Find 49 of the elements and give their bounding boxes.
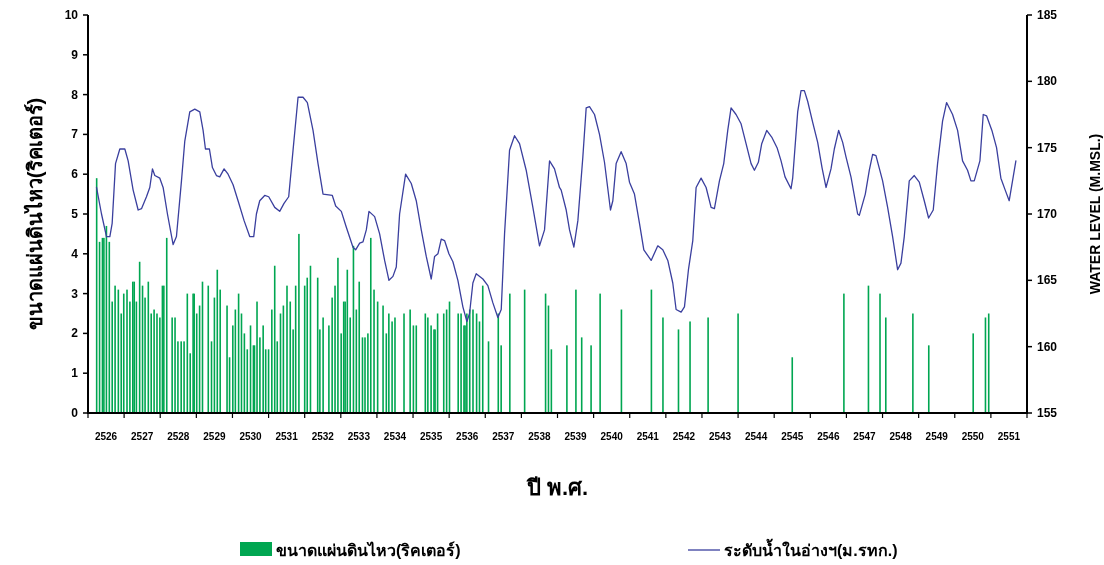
- y-tick-label: 9: [71, 47, 79, 62]
- x-tick-label: 2526: [94, 431, 118, 442]
- x-tick-label: 2551: [997, 431, 1021, 442]
- y2-tick-label: 165: [1037, 273, 1058, 288]
- y2-tick-label: 160: [1037, 339, 1058, 354]
- y-tick-label: 2: [71, 326, 79, 341]
- x-tick-label: 2539: [564, 431, 588, 442]
- y-tick-label: 10: [64, 8, 79, 22]
- y-tick-label: 0: [71, 406, 79, 420]
- y-tick-label: 6: [71, 167, 79, 182]
- x-tick-label: 2550: [961, 431, 985, 442]
- x-tick-label: 2531: [275, 431, 299, 442]
- x-tick-label: 2545: [781, 431, 804, 442]
- x-tick-label: 2530: [239, 431, 263, 442]
- x-tick-label: 2528: [167, 431, 190, 442]
- x-tick-label: 2529: [203, 431, 226, 442]
- x-tick-label: 2538: [528, 431, 551, 442]
- x-tick-label: 2535: [419, 431, 443, 442]
- y-tick-label: 1: [71, 366, 79, 381]
- x-tick-label: 2546: [817, 431, 840, 442]
- legend-label: ระดับน้ำในอ่างฯ(ม.รทก.): [724, 538, 898, 559]
- y-tick-label: 3: [71, 286, 79, 301]
- x-tick-label: 2534: [383, 431, 407, 442]
- x-tick-label: 2532: [311, 431, 335, 442]
- x-tick-label: 2549: [925, 431, 949, 442]
- y2-tick-label: 155: [1037, 406, 1058, 420]
- x-tick-label: 2548: [889, 431, 913, 442]
- x-tick-label: 2527: [131, 431, 154, 442]
- y2-axis-title: WATER LEVEL (M.MSL.): [1087, 133, 1103, 295]
- y2-tick-label: 170: [1037, 207, 1058, 221]
- x-tick-label: 2543: [708, 431, 732, 442]
- y2-tick-label: 185: [1037, 8, 1058, 22]
- x-axis-title: ปี พ.ศ.: [525, 475, 589, 500]
- x-tick-label: 2536: [456, 431, 479, 442]
- y2-tick-label: 175: [1037, 140, 1058, 155]
- x-tick-label: 2533: [347, 431, 371, 442]
- y-tick-label: 4: [71, 246, 79, 261]
- y-axis-title: ขนาดแผ่นดินไหว(ริคเตอร์): [23, 97, 46, 331]
- x-tick-label: 2542: [672, 431, 696, 442]
- legend-label: ขนาดแผ่นดินไหว(ริคเตอร์): [276, 541, 461, 559]
- x-tick-label: 2544: [745, 431, 768, 442]
- y-tick-label: 8: [71, 87, 79, 102]
- y-tick-label: 5: [71, 207, 79, 221]
- x-tick-label: 2537: [492, 431, 515, 442]
- x-tick-label: 2541: [636, 431, 660, 442]
- x-tick-label: 2540: [600, 431, 624, 442]
- x-tick-label: 2547: [853, 431, 877, 442]
- y-tick-label: 7: [71, 127, 79, 142]
- y2-tick-label: 180: [1037, 74, 1058, 89]
